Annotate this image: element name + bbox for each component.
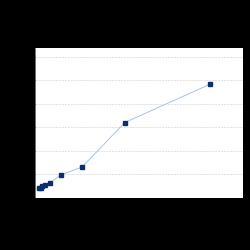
Y-axis label: OD: OD bbox=[14, 118, 19, 128]
X-axis label: Rabbit Von Willebrand Factor
Concentration (ng/ml): Rabbit Von Willebrand Factor Concentrati… bbox=[93, 209, 184, 220]
